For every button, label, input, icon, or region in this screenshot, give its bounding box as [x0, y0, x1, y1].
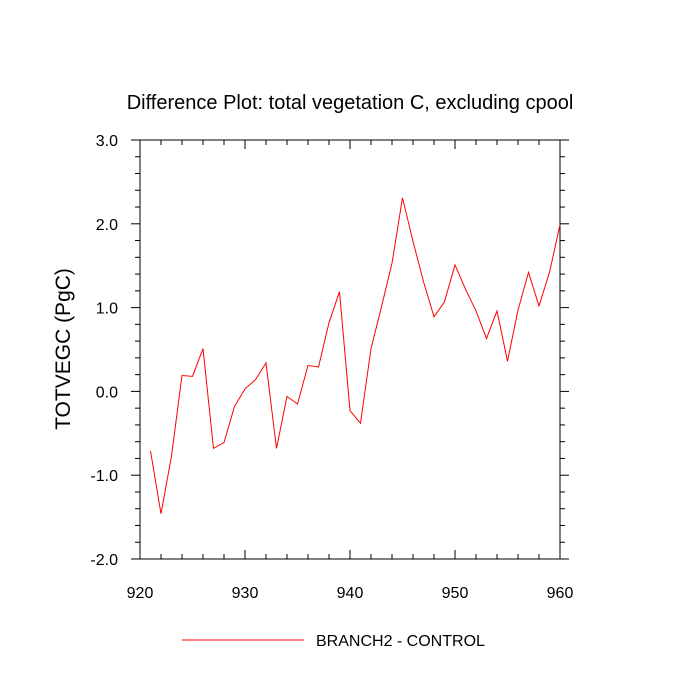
- y-tick-label: 2.0: [96, 217, 118, 234]
- x-tick-label: 940: [337, 585, 364, 602]
- y-tick-label: 1.0: [96, 301, 118, 318]
- x-tick-label: 960: [547, 585, 574, 602]
- y-tick-label: 3.0: [96, 133, 118, 150]
- legend-label: BRANCH2 - CONTROL: [316, 633, 485, 650]
- y-axis-label: TOTVEGC (PgC): [52, 268, 75, 430]
- y-tick-label: 0.0: [96, 384, 118, 401]
- y-tick-label: -2.0: [90, 552, 118, 569]
- series-line: [150, 197, 561, 514]
- x-tick-label: 950: [442, 585, 469, 602]
- y-tick-label: -1.0: [90, 468, 118, 485]
- legend: BRANCH2 - CONTROL: [182, 633, 485, 650]
- plot-area: 920 930 940 950 960 -2.0 -1.0 0.0 1.0 2.0 3.0: [90, 133, 573, 602]
- x-tick-label: 930: [232, 585, 259, 602]
- chart-title: Difference Plot: total vegetation C, exc…: [127, 92, 574, 114]
- x-tick-label: 920: [127, 585, 154, 602]
